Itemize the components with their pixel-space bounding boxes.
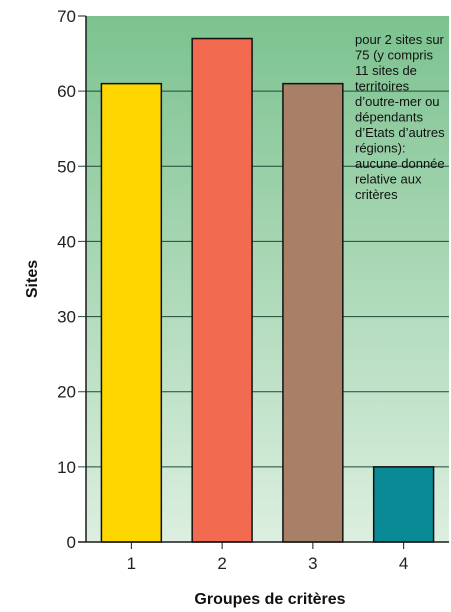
- annotation-line: régions):: [355, 141, 406, 156]
- y-tick-label: 10: [57, 458, 76, 477]
- x-tick-labels: 1 2 3 4: [127, 542, 408, 573]
- y-axis-label: Sites: [24, 260, 41, 298]
- annotation-line: aucune donnée: [355, 156, 445, 171]
- annotation-line: dépendants: [355, 110, 423, 125]
- x-tick-label: 2: [217, 554, 226, 573]
- y-tick-label: 70: [57, 7, 76, 26]
- axes: [78, 16, 449, 543]
- x-tick-label: 4: [399, 554, 408, 573]
- y-tick-label: 0: [67, 533, 76, 552]
- x-axis-label: Groupes de critères: [194, 591, 345, 608]
- annotation-line: critères: [355, 187, 398, 202]
- y-tick-labels: 0 10 20 30 40 50 60 70: [57, 7, 76, 552]
- annotation-line: d’Etats d’autres: [355, 125, 445, 140]
- annotation-line: territoires: [355, 79, 410, 94]
- bar: [372, 466, 435, 543]
- y-tick-label: 60: [57, 82, 76, 101]
- y-tick-label: 40: [57, 232, 76, 251]
- annotation-line: relative aux: [355, 172, 422, 187]
- y-tick-label: 50: [57, 157, 76, 176]
- annotation-line: d’outre-mer ou: [355, 94, 440, 109]
- bar: [191, 37, 253, 543]
- annotation-line: pour 2 sites sur: [355, 32, 445, 47]
- y-tick-label: 20: [57, 383, 76, 402]
- x-tick-label: 1: [127, 554, 136, 573]
- annotation-line: 11 sites de: [355, 63, 417, 78]
- bar: [282, 82, 344, 543]
- annotation-line: 75 (y compris: [355, 48, 434, 63]
- bar: [100, 82, 163, 543]
- annotation-note: pour 2 sites sur 75 (y compris 11 sites de…: [355, 32, 445, 202]
- y-tick-label: 30: [57, 308, 76, 327]
- x-tick-label: 3: [308, 554, 317, 573]
